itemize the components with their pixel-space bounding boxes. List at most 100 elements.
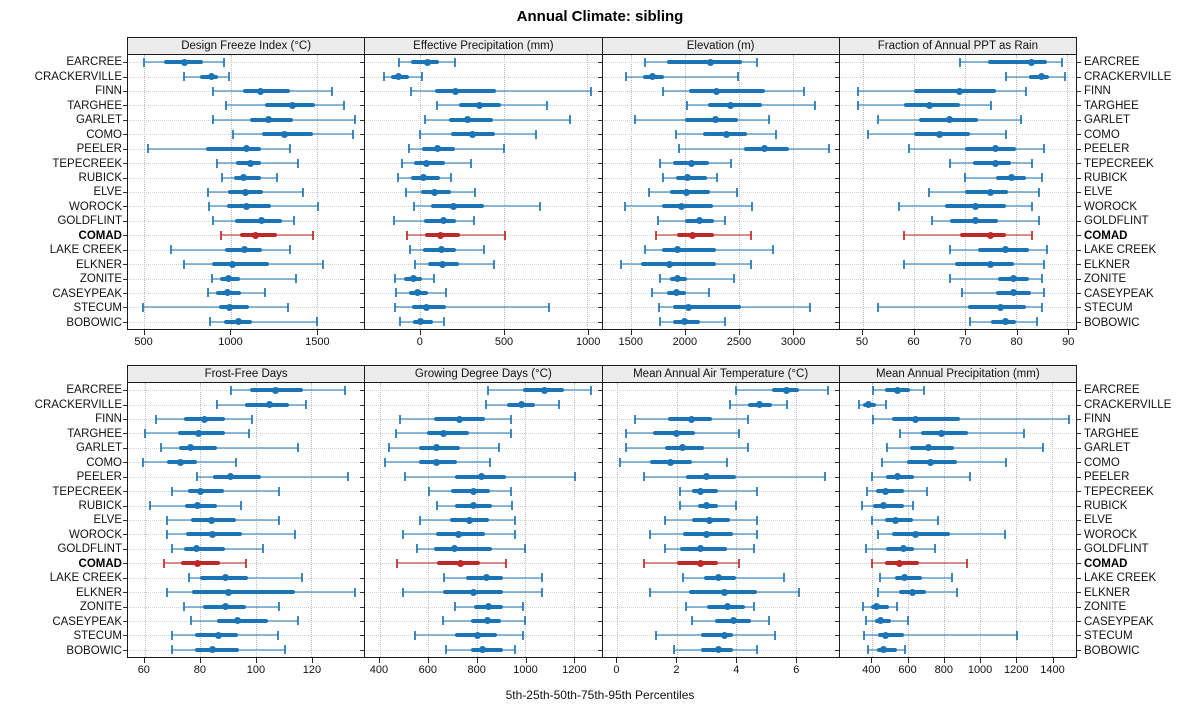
whisker-cap <box>865 486 868 496</box>
whisker-cap <box>388 443 391 453</box>
median-dot <box>925 101 933 109</box>
whisker-cap <box>142 457 145 467</box>
median-dot <box>280 130 288 138</box>
plot-rows <box>360 55 607 329</box>
whisker-cap <box>772 245 775 255</box>
whisker-cap <box>684 602 687 612</box>
row-tick <box>597 278 602 280</box>
site-row <box>360 98 607 112</box>
site-label: GARLET <box>75 442 122 455</box>
panel-title: Mean Annual Air Temperature (°C) <box>601 365 840 383</box>
whisker-cap <box>1063 72 1066 82</box>
site-label: GOLDFLINT <box>57 543 122 556</box>
whisker-cap <box>655 230 658 240</box>
whisker-cap <box>396 173 399 183</box>
median-dot <box>935 130 943 138</box>
row-tick <box>360 91 365 93</box>
axis-tick <box>255 658 257 663</box>
row-tick <box>360 592 365 594</box>
grid-line-h <box>129 62 364 64</box>
median-dot <box>1028 58 1035 66</box>
median-dot <box>431 188 439 196</box>
site-label: ELVE <box>1084 514 1113 527</box>
iqr-bar <box>216 618 269 623</box>
median-dot <box>474 631 482 639</box>
plot-area <box>834 55 1081 330</box>
site-label: TEPECREEK <box>1084 485 1154 498</box>
site-label: LAKE CREEK <box>1084 244 1157 257</box>
whisker-cap <box>208 317 211 327</box>
site-row <box>597 69 844 83</box>
x-axis: 400 600 800 1000 1200 <box>364 658 602 679</box>
whisker-cap <box>877 115 880 125</box>
median-dot <box>440 217 448 225</box>
whisker-cap <box>504 558 507 568</box>
median-dot <box>987 188 995 196</box>
site-row <box>834 470 1081 484</box>
site-row <box>597 556 844 570</box>
median-dot <box>422 303 430 311</box>
site-row <box>597 170 844 184</box>
median-dot <box>196 487 204 495</box>
median-dot <box>221 603 229 611</box>
row-tick <box>1077 321 1081 323</box>
row-tick <box>1077 264 1081 266</box>
row-tick <box>597 163 602 165</box>
row-tick <box>1077 433 1081 435</box>
site-label: WOROCK <box>68 200 122 213</box>
whisker <box>679 490 757 493</box>
whisker-cap <box>432 274 435 284</box>
site-row <box>834 199 1081 213</box>
whisker-cap <box>342 100 345 110</box>
iqr-bar <box>187 489 224 494</box>
whisker-cap <box>160 443 163 453</box>
median-dot <box>457 559 465 567</box>
site-row <box>597 441 844 455</box>
row-tick <box>123 292 127 294</box>
median-dot <box>703 473 710 481</box>
whisker-cap <box>541 587 544 597</box>
axis-tick-label: 800 <box>467 664 486 676</box>
row-tick <box>360 321 365 323</box>
iqr-bar <box>179 445 217 450</box>
site-row <box>597 513 844 527</box>
whisker-cap <box>928 187 931 197</box>
axis-tick-label: 600 <box>418 664 437 676</box>
median-dot <box>873 603 881 611</box>
site-label: GOLDFLINT <box>1084 215 1149 228</box>
site-row <box>123 127 370 141</box>
site-row <box>597 257 844 271</box>
row-tick <box>834 534 839 536</box>
row-tick <box>1077 249 1081 251</box>
panel-title: Fraction of Annual PPT as Rain <box>838 37 1077 55</box>
row-tick <box>360 390 365 392</box>
median-dot <box>761 145 769 153</box>
row-tick <box>597 476 602 478</box>
site-label: RUBICK <box>1084 499 1128 512</box>
site-row <box>834 513 1081 527</box>
whisker-cap <box>264 288 267 298</box>
axis-tick-label: 400 <box>369 664 389 676</box>
row-tick <box>834 220 839 222</box>
site-label: WOROCK <box>1084 528 1138 541</box>
whisker-cap <box>445 645 448 655</box>
grid-line-h <box>366 192 601 193</box>
site-row <box>123 513 370 527</box>
median-dot <box>209 646 217 654</box>
site-row <box>597 397 844 411</box>
whisker-cap <box>232 129 235 139</box>
site-row <box>360 556 607 570</box>
whisker-cap <box>1043 288 1046 298</box>
median-dot <box>433 458 441 466</box>
x-axis: 50 60 70 80 90 <box>839 330 1077 351</box>
row-tick <box>834 307 839 309</box>
site-label: STECUM <box>73 302 122 315</box>
row-tick <box>597 534 602 536</box>
row-tick <box>123 447 127 449</box>
row-tick <box>1077 292 1081 294</box>
site-row <box>123 257 370 271</box>
whisker-cap <box>207 288 210 298</box>
row-tick <box>1077 278 1081 280</box>
panel: Elevation (m) 1500 2000 2500 3000 <box>597 37 844 351</box>
whisker-cap <box>149 501 152 511</box>
